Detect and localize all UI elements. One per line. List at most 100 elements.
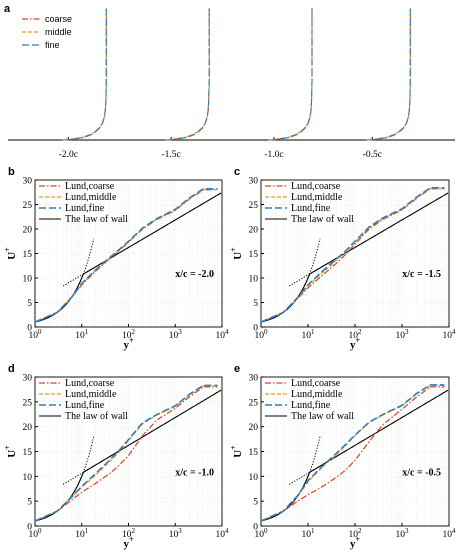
- panel-a-profile-middle: [64, 8, 107, 141]
- plot-area: [35, 384, 222, 522]
- x-tick-label: 101: [75, 328, 89, 341]
- plot-area: [261, 384, 449, 522]
- legend-label-middle: Lund,middle: [65, 389, 117, 400]
- x-tick-label: 104: [443, 328, 457, 341]
- y-tick-label: 25: [249, 201, 259, 211]
- y-tick-label: 10: [249, 275, 259, 285]
- panel-e-annotation: x/c = -0.5: [402, 467, 441, 478]
- x-tick-label: 101: [75, 527, 89, 540]
- x-tick-label: 104: [216, 328, 230, 341]
- x-tick-label: 101: [302, 527, 316, 540]
- x-axis-label: y+: [123, 535, 134, 550]
- x-tick-label: 103: [396, 527, 410, 540]
- x-tick-label: 101: [302, 328, 316, 341]
- legend-label-law: The law of wall: [291, 411, 354, 422]
- legend-label-middle: Lund,middle: [65, 192, 117, 203]
- plot-area: [261, 187, 449, 323]
- panel-a: a -2.0c -1.5c -1.0c -0.5c coarse middle fine: [4, 3, 455, 160]
- legend-label-fine: Lund,fine: [291, 400, 331, 411]
- y-tick-label: 20: [23, 226, 33, 236]
- y-tick-label: 15: [23, 448, 33, 458]
- series-middle-line: [35, 385, 218, 522]
- y-tick-label: 25: [23, 201, 33, 211]
- legend-a-label-coarse: coarse: [45, 14, 72, 24]
- y-axis-label: U+: [229, 247, 244, 260]
- panel-a-profile-fine: [168, 8, 210, 141]
- y-tick-label: 30: [249, 177, 259, 187]
- y-tick-label: 0: [253, 523, 258, 533]
- x-tick-label: 100: [29, 527, 43, 540]
- y-tick-label: 30: [249, 374, 259, 384]
- panel-a-profile-coarse: [366, 8, 411, 141]
- y-tick-label: 5: [253, 299, 258, 309]
- x-tick-label: 103: [169, 328, 183, 341]
- x-tick-label: 104: [443, 527, 457, 540]
- panel-a-profile-fine: [66, 8, 107, 141]
- series-middle-line: [261, 187, 445, 323]
- y-tick-label: 20: [23, 423, 33, 433]
- log-law-dotted: [62, 253, 118, 287]
- panel-a-tick-label: -1.0c: [264, 150, 283, 160]
- log-law-dotted: [289, 451, 345, 485]
- panel-c-letter: c: [234, 166, 240, 178]
- law-of-wall-curve: [35, 192, 222, 323]
- panel-c: 0 5 10 15 20 25 30 100 101 102 103 104 y+ U+ c Lund,coa…: [229, 166, 456, 351]
- x-tick-label: 100: [29, 328, 43, 341]
- y-tick-label: 15: [249, 250, 259, 260]
- y-tick-label: 15: [23, 250, 33, 260]
- x-axis-label: y+: [350, 535, 361, 550]
- panel-a-profile-coarse: [268, 8, 313, 141]
- viscous-sublayer-dotted: [288, 436, 321, 507]
- y-tick-label: 30: [23, 374, 33, 384]
- legend-label-coarse: Lund,coarse: [291, 181, 341, 192]
- series-middle-line: [35, 188, 218, 323]
- y-tick-label: 10: [249, 473, 259, 483]
- series-coarse-line: [35, 386, 218, 522]
- x-axis-label: y+: [350, 336, 361, 351]
- legend-label-law: The law of wall: [65, 214, 128, 225]
- panel-a-profile-middle: [167, 8, 210, 141]
- series-middle-line: [261, 384, 445, 522]
- y-tick-label: 0: [27, 523, 32, 533]
- y-tick-label: 5: [27, 299, 32, 309]
- x-tick-label: 102: [122, 527, 136, 540]
- panel-b: 0 5 10 15 20 25 30 100 101 102 103 104 y+ U+ b Lund,coa…: [3, 166, 229, 351]
- series-fine-line: [35, 384, 218, 522]
- y-tick-label: 15: [249, 448, 259, 458]
- panel-a-profile-fine: [370, 8, 411, 141]
- legend-a-label-middle: middle: [45, 27, 72, 37]
- panel-a-tick-label: -0.5c: [363, 150, 382, 160]
- legend-label-middle: Lund,middle: [291, 389, 343, 400]
- panel-a-profile-fine: [271, 8, 313, 141]
- panel-a-profile-coarse: [165, 8, 210, 141]
- y-tick-label: 25: [23, 398, 33, 408]
- y-tick-label: 30: [23, 177, 33, 187]
- legend-label-coarse: Lund,coarse: [65, 378, 115, 389]
- legend-label-law: The law of wall: [65, 411, 128, 422]
- legend-label-fine: Lund,fine: [65, 203, 105, 214]
- y-tick-label: 5: [27, 498, 32, 508]
- panel-b-letter: b: [8, 166, 15, 178]
- legend-a-label-fine: fine: [45, 40, 60, 50]
- x-tick-label: 103: [169, 527, 183, 540]
- plot-area: [35, 188, 222, 323]
- y-axis-label: U+: [229, 445, 244, 458]
- y-tick-label: 10: [23, 275, 33, 285]
- y-axis-label: U+: [3, 445, 18, 458]
- y-tick-label: 10: [23, 473, 33, 483]
- panel-a-letter: a: [4, 3, 11, 15]
- panel-c-annotation: x/c = -1.5: [402, 269, 441, 280]
- series-coarse-line: [261, 386, 445, 522]
- y-tick-label: 0: [27, 324, 32, 334]
- panel-e: 0 5 10 15 20 25 30 100 101 102 103 104 y+ U+ e Lund,coa…: [229, 363, 456, 550]
- law-of-wall-curve: [261, 389, 449, 522]
- legend-label-fine: Lund,fine: [65, 400, 105, 411]
- panel-a-tick-label: -1.5c: [162, 150, 181, 160]
- legend-label-middle: Lund,middle: [291, 192, 343, 203]
- panel-a-profile-middle: [368, 8, 411, 141]
- y-tick-label: 5: [253, 498, 258, 508]
- x-tick-label: 100: [255, 527, 269, 540]
- panel-d-annotation: x/c = -1.0: [175, 467, 214, 478]
- panel-b-annotation: x/c = -2.0: [175, 269, 214, 280]
